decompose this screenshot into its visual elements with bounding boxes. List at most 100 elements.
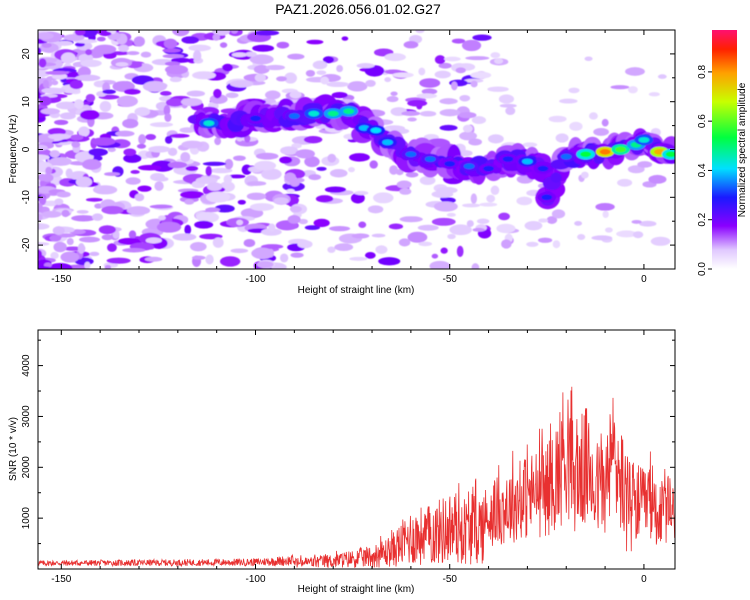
noise-cell <box>224 158 234 170</box>
noise-cell <box>431 253 439 259</box>
ridge-peak <box>444 160 456 167</box>
noise-cell <box>627 165 645 174</box>
noise-cell <box>284 172 296 182</box>
noise-cell <box>407 231 428 243</box>
noise-cell <box>56 40 73 46</box>
noise-cell <box>490 52 501 59</box>
noise-cell <box>419 175 436 186</box>
noise-cell <box>149 122 174 128</box>
noise-cell <box>49 150 60 158</box>
noise-cell <box>75 74 101 82</box>
noise-cell <box>167 147 178 156</box>
noise-cell <box>312 60 328 70</box>
noise-cell <box>84 261 91 269</box>
noise-cell <box>66 237 74 246</box>
noise-cell <box>194 220 214 229</box>
noise-cell <box>401 110 421 116</box>
noise-cell <box>459 131 477 141</box>
noise-cell <box>93 44 117 55</box>
noise-cell <box>276 41 290 49</box>
colorbar-tick-label: 0.2 <box>697 212 708 226</box>
noise-cell <box>429 260 451 269</box>
noise-cell <box>98 225 116 235</box>
noise-cell <box>179 127 196 133</box>
noise-cell <box>384 53 406 62</box>
y-tick-label: 20 <box>21 48 32 60</box>
noise-cell <box>188 44 212 52</box>
noise-cell <box>186 90 206 97</box>
noise-cell <box>451 38 466 44</box>
noise-cell <box>276 76 287 82</box>
noise-cell <box>38 47 42 55</box>
y-tick-label: -20 <box>21 237 32 252</box>
noise-cell <box>38 249 43 259</box>
noise-cell <box>496 223 516 234</box>
ridge-peak <box>502 156 514 162</box>
noise-cell <box>237 199 246 205</box>
noise-cell <box>637 161 653 168</box>
noise-cell <box>392 72 414 78</box>
noise-cell <box>287 215 301 224</box>
noise-cell <box>471 116 487 125</box>
noise-cell <box>403 41 419 49</box>
ridge-peak <box>370 127 382 134</box>
noise-cell <box>133 36 145 47</box>
noise-cell <box>431 217 456 226</box>
ridge-peak <box>288 113 300 119</box>
noise-cell <box>172 30 190 37</box>
noise-cell <box>162 48 181 53</box>
noise-cell <box>455 67 466 74</box>
noise-cell <box>136 143 147 149</box>
noise-cell <box>552 240 561 249</box>
noise-cell <box>85 49 93 56</box>
noise-cell <box>210 167 233 174</box>
colorbar-tick-label: 0.6 <box>697 114 708 128</box>
y-tick-label: -10 <box>21 190 32 205</box>
noise-cell <box>156 221 182 233</box>
noise-cell <box>52 226 65 235</box>
snr-frame <box>37 329 676 570</box>
noise-cell <box>38 223 50 230</box>
noise-cell <box>436 186 458 194</box>
noise-cell <box>63 246 83 251</box>
noise-cell <box>41 210 62 218</box>
colorbar-gradient <box>712 30 737 269</box>
noise-cell <box>316 70 327 75</box>
noise-cell <box>438 62 452 69</box>
noise-cell <box>190 242 207 252</box>
noise-cell <box>49 235 62 242</box>
noise-cell <box>290 252 304 258</box>
noise-cell <box>99 31 112 37</box>
noise-cell <box>399 188 412 195</box>
y-tick-label: 2000 <box>21 456 32 479</box>
noise-cell <box>59 112 76 120</box>
noise-cell <box>45 70 69 75</box>
noise-cell <box>265 64 286 71</box>
noise-cell <box>447 233 456 240</box>
noise-cell <box>222 63 233 72</box>
noise-cell <box>280 146 299 155</box>
noise-cell <box>123 148 137 156</box>
noise-cell <box>102 89 116 95</box>
noise-cell <box>214 137 222 146</box>
noise-cell <box>65 168 73 179</box>
noise-cell <box>123 153 142 163</box>
x-tick-label: -150 <box>51 574 71 585</box>
ridge-peak <box>405 151 417 158</box>
noise-cell <box>418 67 426 76</box>
spectrogram-y-ticks: -20 -10 0 10 20 <box>21 29 675 270</box>
noise-cell <box>295 149 315 159</box>
noise-cell <box>657 74 667 79</box>
noise-cell <box>349 153 370 162</box>
noise-cell <box>341 36 349 41</box>
noise-cell <box>184 199 195 205</box>
noise-cell <box>138 134 147 145</box>
noise-cell <box>69 134 84 141</box>
y-tick-label: 10 <box>21 96 32 108</box>
noise-cell <box>551 209 566 219</box>
noise-cell <box>104 172 121 177</box>
noise-cell <box>305 69 316 77</box>
ridge-band <box>550 172 562 183</box>
noise-cell <box>196 211 220 223</box>
